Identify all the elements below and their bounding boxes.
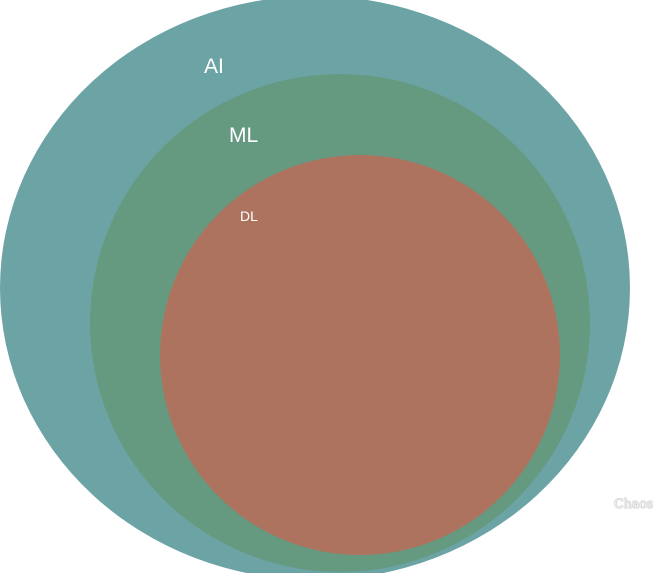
dl-label: DL (240, 208, 258, 224)
watermark-text: Chaos (613, 497, 653, 512)
ai-label: AI (204, 55, 224, 78)
dl-set-circle (160, 155, 560, 555)
ml-label: ML (229, 124, 258, 147)
